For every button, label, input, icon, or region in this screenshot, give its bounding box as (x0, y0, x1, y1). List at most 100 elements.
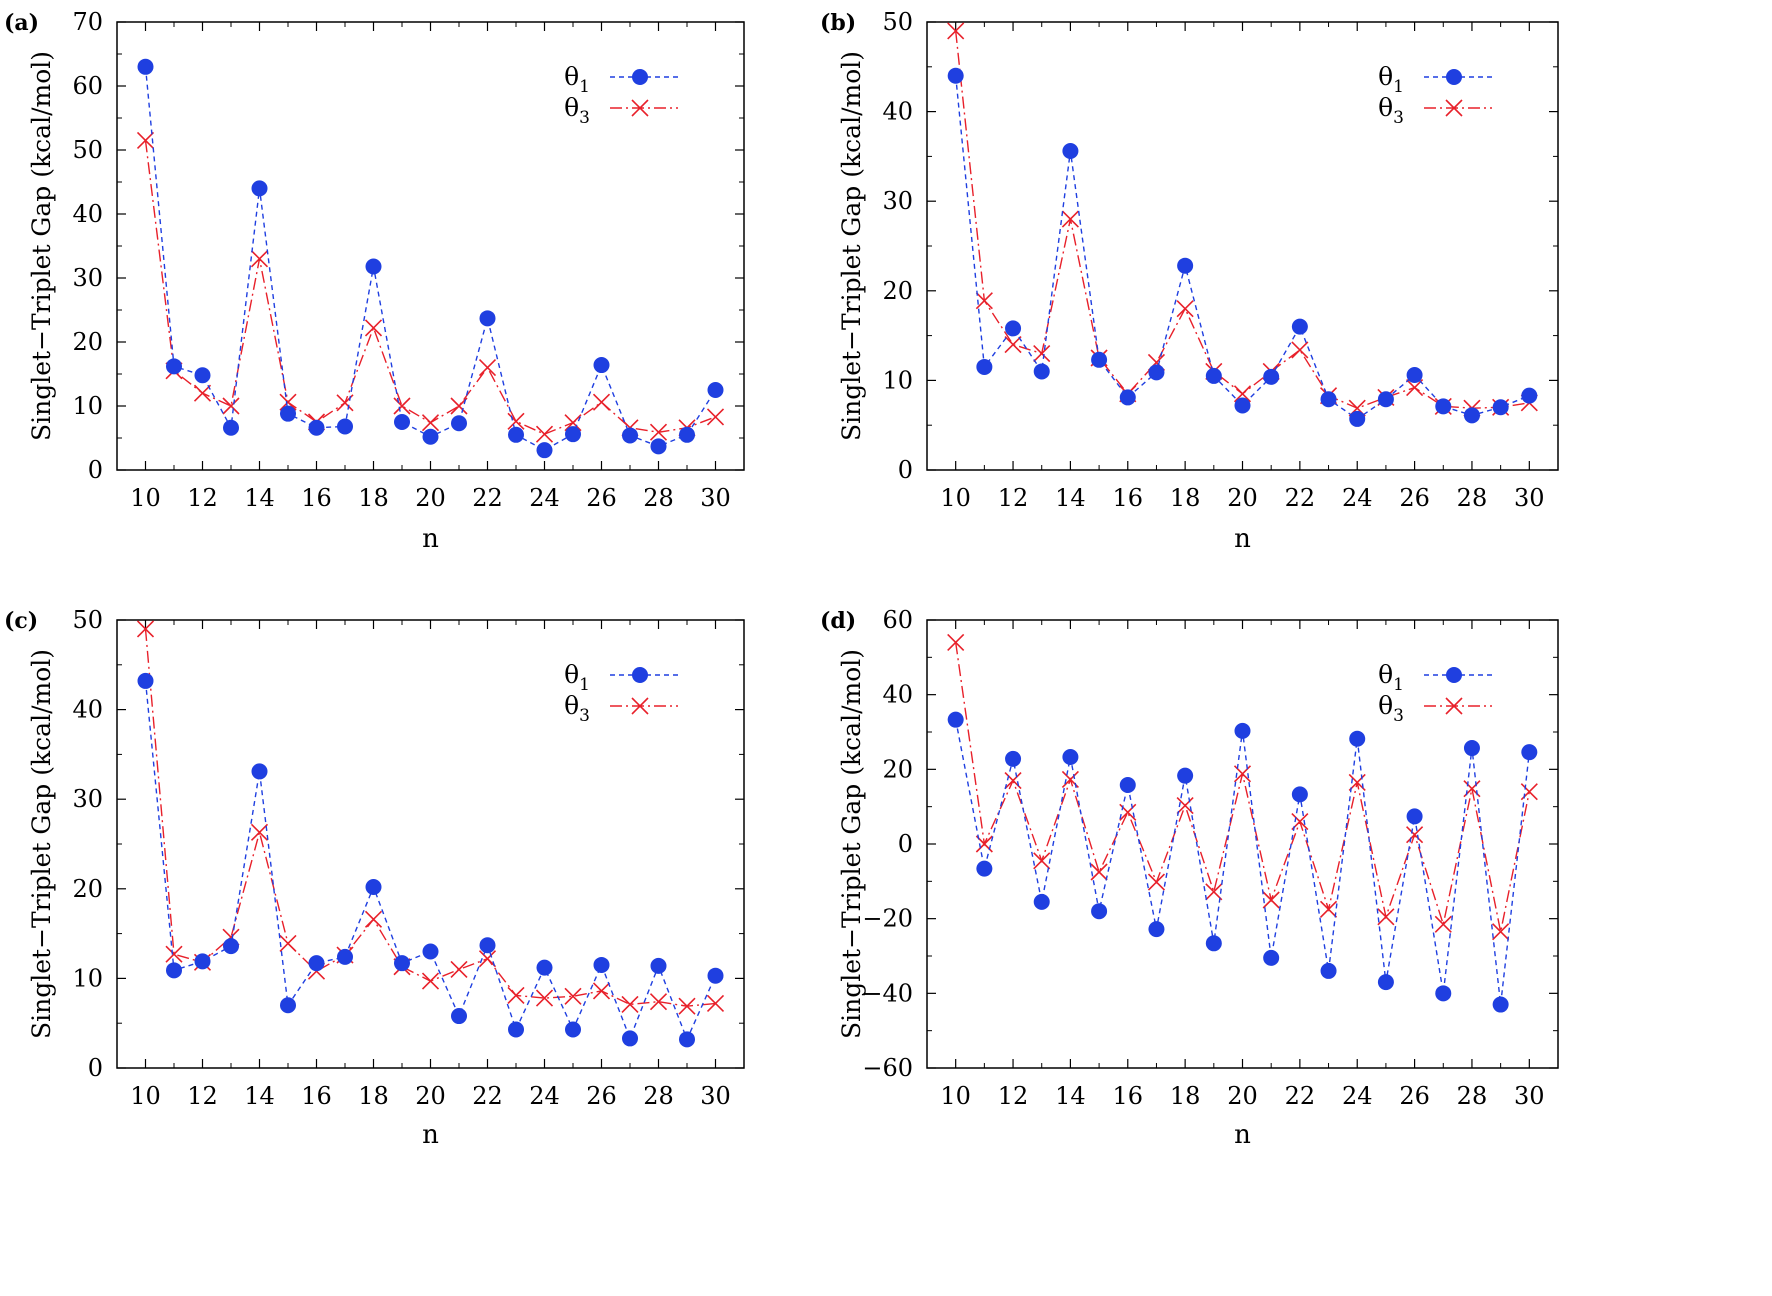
data-point (678, 997, 696, 1015)
data-point (1176, 300, 1194, 318)
data-point (1205, 935, 1222, 952)
data-point (947, 67, 964, 84)
data-point (1177, 257, 1194, 274)
series-line (144, 66, 717, 451)
data-point (1062, 143, 1079, 160)
y-tick-label: 20 (882, 277, 913, 305)
y-tick-label: 40 (882, 98, 913, 126)
data-point (679, 426, 695, 443)
data-point (622, 1030, 638, 1047)
legend-label: θ3 (564, 93, 590, 128)
data-point (479, 937, 496, 954)
data-point (365, 879, 382, 896)
y-tick-label: 50 (72, 136, 103, 164)
chart-panel-3: (c) 10 12 14 16 18 20 22 24 26 28 30 0 10 20 30 40 50 n Sin… (4, 606, 745, 1150)
data-point (1406, 367, 1423, 384)
data-point (1033, 344, 1051, 363)
x-tick-label: 24 (1342, 484, 1373, 512)
y-axis-label: Singlet−Triplet Gap (kcal/mol) (27, 51, 56, 441)
x-tick-label: 12 (187, 484, 218, 512)
x-tick-label: 14 (1055, 484, 1086, 512)
data-point (947, 22, 965, 40)
data-point (1177, 767, 1194, 784)
panel-label: (d) (820, 608, 856, 634)
data-point (280, 997, 296, 1014)
legend-label: θ3 (1378, 93, 1404, 128)
series-line (954, 75, 1530, 420)
data-point (1406, 379, 1424, 397)
data-point (536, 959, 553, 976)
data-point (1233, 385, 1252, 403)
legend-label: θ3 (1378, 691, 1404, 726)
series-line (954, 642, 1531, 932)
x-tick-label: 16 (1112, 1082, 1143, 1110)
data-point (1148, 921, 1165, 938)
legend-label: θ1 (1378, 62, 1404, 97)
x-tick-label: 14 (1055, 1082, 1086, 1110)
x-tick-label: 18 (358, 1082, 389, 1110)
data-point (137, 672, 154, 689)
data-point (507, 412, 525, 430)
x-tick-label: 28 (1457, 484, 1488, 512)
data-point (976, 358, 993, 375)
y-tick-label: 50 (72, 606, 103, 634)
data-point (649, 423, 668, 441)
data-point (1033, 363, 1050, 380)
data-point (1091, 351, 1108, 368)
y-tick-label: 0 (898, 456, 913, 484)
data-point (365, 258, 382, 275)
data-point (975, 292, 993, 310)
data-point (1263, 949, 1280, 966)
data-point (622, 427, 638, 444)
y-tick-label: 30 (882, 187, 913, 215)
data-point (1291, 318, 1308, 335)
series-theta1 (947, 67, 1538, 427)
x-tick-label: 20 (1227, 484, 1258, 512)
data-point (393, 397, 411, 415)
data-point (137, 58, 154, 75)
data-point (679, 1031, 695, 1048)
y-tick-label: 70 (72, 8, 103, 36)
x-tick-label: 24 (1342, 1082, 1373, 1110)
data-point (250, 250, 269, 268)
data-point (279, 393, 297, 411)
x-tick-label: 18 (358, 484, 389, 512)
series-theta1 (137, 58, 724, 459)
data-point (1119, 777, 1136, 794)
data-point (1119, 389, 1136, 406)
data-point (1521, 744, 1538, 761)
legend-marker (1445, 99, 1463, 117)
y-axis-label: Singlet−Triplet Gap (kcal/mol) (837, 51, 866, 441)
data-point (1406, 826, 1424, 844)
x-tick-label: 16 (301, 1082, 332, 1110)
x-axis-label: n (422, 1120, 439, 1150)
x-tick-label: 22 (472, 484, 503, 512)
data-point (564, 414, 582, 432)
data-point (1492, 996, 1509, 1013)
series-line (144, 680, 717, 1042)
data-point (1004, 335, 1022, 354)
data-point (1521, 387, 1538, 404)
data-point (194, 367, 211, 384)
data-point (1033, 893, 1050, 910)
data-point (166, 962, 182, 979)
data-point (1377, 974, 1394, 991)
x-tick-label: 10 (940, 484, 971, 512)
x-axis-label: n (1234, 1120, 1251, 1150)
x-tick-label: 16 (301, 484, 332, 512)
x-axis-label: n (422, 524, 439, 554)
y-tick-label: −60 (862, 1054, 913, 1082)
data-point (1377, 391, 1394, 408)
legend-label: θ3 (564, 691, 590, 726)
data-point (1492, 923, 1510, 941)
data-point (535, 989, 554, 1007)
x-tick-label: 26 (586, 484, 617, 512)
x-tick-label: 26 (1399, 1082, 1430, 1110)
series-theta1 (947, 711, 1538, 1013)
data-point (223, 419, 239, 436)
legend-label: θ1 (564, 62, 590, 97)
y-tick-label: 60 (72, 72, 103, 100)
data-point (1319, 900, 1338, 918)
legend-label: θ1 (564, 660, 590, 695)
